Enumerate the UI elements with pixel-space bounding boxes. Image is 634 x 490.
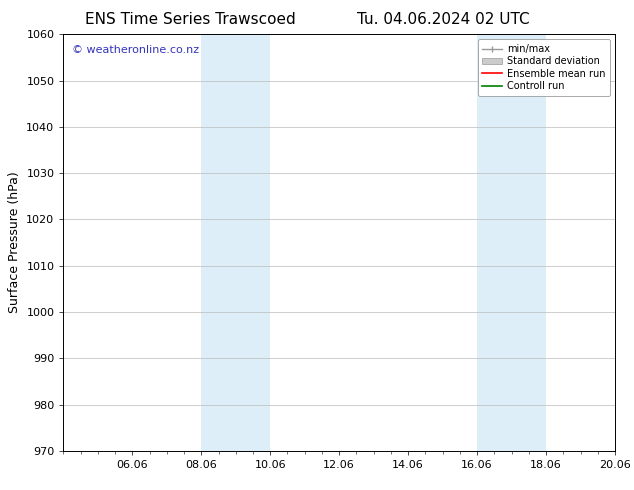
Text: ENS Time Series Trawscoed: ENS Time Series Trawscoed bbox=[85, 12, 295, 27]
Legend: min/max, Standard deviation, Ensemble mean run, Controll run: min/max, Standard deviation, Ensemble me… bbox=[477, 39, 610, 96]
Text: Tu. 04.06.2024 02 UTC: Tu. 04.06.2024 02 UTC bbox=[358, 12, 530, 27]
Text: © weatheronline.co.nz: © weatheronline.co.nz bbox=[72, 45, 199, 55]
Y-axis label: Surface Pressure (hPa): Surface Pressure (hPa) bbox=[8, 172, 21, 314]
Bar bbox=[477, 34, 546, 451]
Bar bbox=[202, 34, 270, 451]
